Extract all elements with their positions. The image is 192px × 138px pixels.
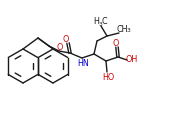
Text: O: O bbox=[56, 43, 63, 51]
Text: H: H bbox=[93, 18, 99, 26]
Text: 3: 3 bbox=[98, 22, 102, 26]
Text: 3: 3 bbox=[126, 29, 130, 34]
Text: HO: HO bbox=[102, 72, 114, 82]
Text: HN: HN bbox=[77, 59, 89, 67]
Text: CH: CH bbox=[116, 25, 128, 34]
Text: OH: OH bbox=[126, 55, 138, 63]
Text: O: O bbox=[63, 34, 69, 43]
Text: C: C bbox=[101, 18, 107, 26]
Text: O: O bbox=[113, 39, 119, 47]
